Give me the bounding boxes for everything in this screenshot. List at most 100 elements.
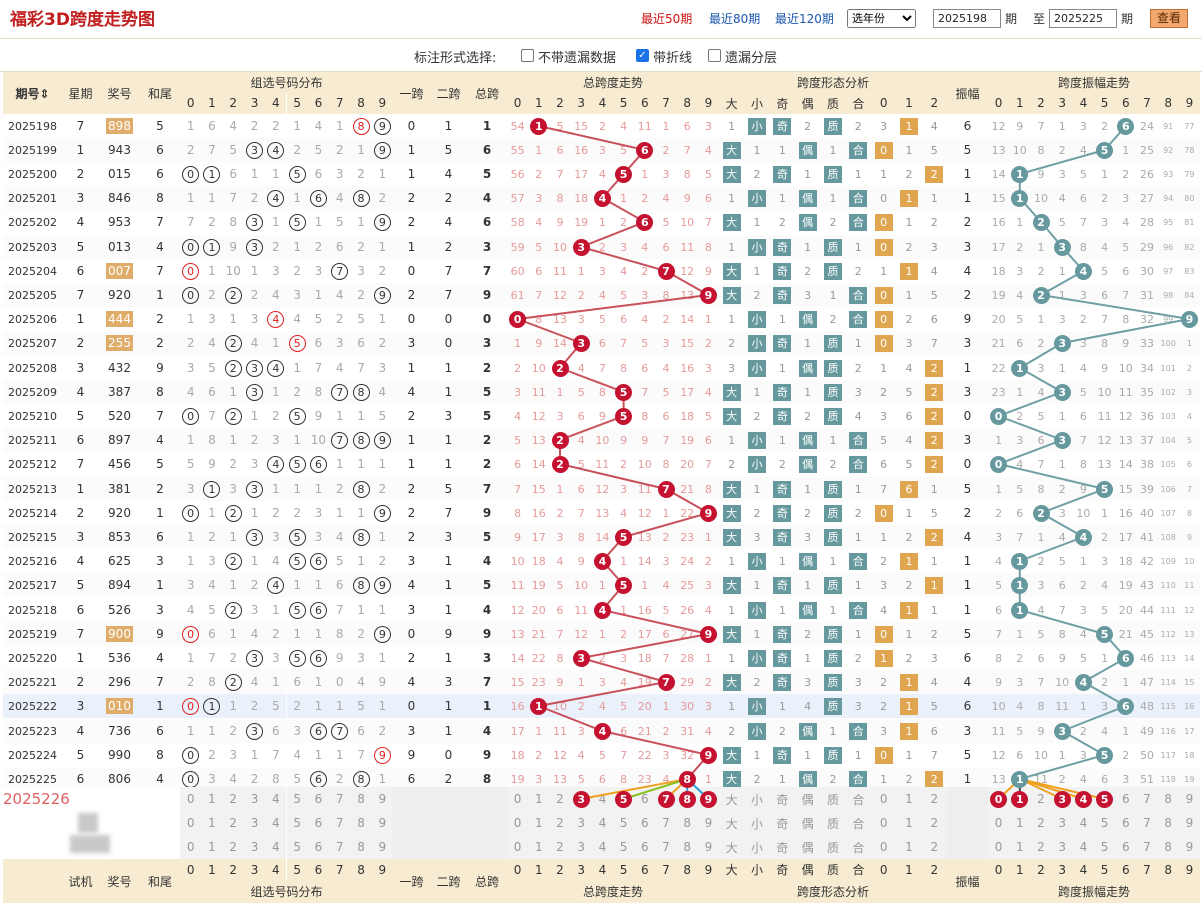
group-digit-cell: 1	[329, 743, 351, 767]
nav-recent-80[interactable]: 最近80期	[709, 12, 761, 26]
trend-cell: 3	[655, 743, 677, 767]
predict-amp-ball[interactable]: 4	[1074, 790, 1092, 808]
amp-trend-cell: 6	[1009, 331, 1031, 355]
footer-prize-header: 奖号	[99, 859, 140, 903]
group-digit-cell: 8	[350, 573, 372, 597]
trend-cell: 7	[549, 162, 571, 186]
shape-cell: 1	[769, 549, 795, 573]
trend-cell: 8	[591, 380, 613, 404]
weekday-cell: 6	[62, 428, 99, 452]
shape-cell: 5	[921, 283, 947, 307]
weekday-cell: 2	[62, 670, 99, 694]
group-digit-cell: 2	[222, 331, 244, 355]
group-digit-cell: 1	[307, 694, 330, 718]
group-digit-cell: 4	[371, 380, 393, 404]
trend-cell: 4	[613, 259, 635, 283]
predict-trend-ball[interactable]: 8	[678, 790, 696, 808]
predict-blank	[947, 811, 988, 835]
shape-cell: 合	[845, 186, 871, 210]
amp-trend-cell: 45	[1136, 622, 1158, 646]
polyline-checkbox[interactable]: ✓	[636, 49, 649, 62]
shape-cell: 3	[870, 114, 897, 138]
predict-amp-ball[interactable]: 5	[1096, 790, 1114, 808]
amp-trend-cell: 17	[1115, 525, 1137, 549]
group-value: 3	[314, 506, 323, 520]
shape-cell: 1	[820, 428, 846, 452]
shape-cell: 偶	[794, 186, 821, 210]
group-value: 9	[314, 409, 323, 423]
shape-value: 大	[722, 383, 741, 401]
nav-recent-120[interactable]: 最近120期	[775, 12, 834, 26]
predict-trend-ball[interactable]: 9	[699, 790, 717, 808]
group-value: 2	[224, 601, 242, 619]
no-missing-checkbox[interactable]	[521, 49, 534, 62]
trend-cell: 3	[613, 646, 635, 670]
group-value: 1	[335, 119, 344, 133]
group-digit-cell: 2	[286, 259, 308, 283]
footer-trend-digit: 8	[676, 859, 698, 880]
shape-value: 奇	[773, 480, 792, 498]
predict-amp-ball[interactable]: 3	[1053, 790, 1071, 808]
trend-cell: 9	[549, 210, 571, 234]
group-value: 7	[314, 361, 323, 375]
predict-amp-ball[interactable]: 1	[1011, 790, 1029, 808]
view-button[interactable]: 查看	[1150, 9, 1188, 28]
from-period-input[interactable]: 2025198	[933, 9, 1001, 28]
amp-trend-cell: 81	[1178, 210, 1200, 234]
shape-sub-header: 小	[744, 92, 770, 114]
shape-cell: 奇	[769, 501, 795, 525]
trend-cell: 13	[591, 501, 613, 525]
group-value: 2	[293, 699, 301, 713]
predict-amp-ball[interactable]: 0	[990, 790, 1008, 808]
nav-recent-50[interactable]: 最近50期	[641, 12, 693, 26]
group-digit-cell: 5	[201, 356, 223, 380]
group-value: 7	[208, 143, 216, 157]
group-digit-cell: 6	[329, 235, 351, 259]
layer-checkbox[interactable]	[708, 49, 721, 62]
group-digit-cell: 2	[201, 210, 223, 234]
group-value: 2	[208, 530, 216, 544]
trend-cell: 7	[613, 331, 635, 355]
predict-amp-digit: 3	[1051, 811, 1073, 835]
trend-digit-header: 5	[613, 92, 635, 114]
kua1-cell: 2	[393, 283, 430, 307]
shape-cell: 3	[896, 331, 922, 355]
group-digit-cell: 4	[265, 283, 287, 307]
year-select[interactable]: 选年份	[847, 9, 916, 28]
amp-trend-cell: 3	[1051, 162, 1073, 186]
weekday-cell: 1	[62, 307, 99, 331]
group-digit-cell: 2	[286, 380, 308, 404]
shape-cell: 1	[845, 525, 871, 549]
footer-shape-sub: 小	[744, 859, 770, 880]
predict-trend-ball[interactable]: 3	[572, 790, 590, 808]
trend-cell: 2	[528, 162, 550, 186]
to-period-input[interactable]: 2025225	[1049, 9, 1117, 28]
predict-trend-ball[interactable]: 5	[615, 790, 633, 808]
amp-cell: 4	[947, 670, 988, 694]
group-digit-cell: 2	[180, 331, 202, 355]
shape-cell: 奇	[769, 670, 795, 694]
predict-group-digit: 8	[350, 787, 372, 811]
shape-cell: 偶	[794, 452, 821, 476]
trend-cell: 18	[528, 549, 550, 573]
amp-trend-cell: 2	[1094, 525, 1116, 549]
shape-cell: 2	[921, 404, 947, 428]
group-value: 4	[267, 455, 285, 473]
shape-cell: 质	[820, 622, 846, 646]
group-digit-cell: 1	[371, 767, 393, 791]
amp-digit-header: 0	[988, 92, 1010, 114]
group-digit-cell: 0	[180, 694, 202, 718]
predict-shape: 奇	[769, 835, 795, 859]
predict-trend-ball[interactable]: 7	[657, 790, 675, 808]
predict-amp-digit: 4	[1072, 835, 1094, 859]
shape-cell: 3	[794, 525, 821, 549]
group-value: 2	[208, 748, 216, 762]
trend-cell: 15	[570, 114, 592, 138]
footer-trend-digit: 1	[528, 859, 550, 880]
trend-cell: 2	[634, 186, 656, 210]
group-digit-cell: 3	[201, 549, 223, 573]
shape-cell: 2	[719, 719, 745, 743]
shape-cell: 1	[719, 186, 745, 210]
shape-value: 1	[899, 189, 918, 207]
shape-value: 质	[823, 383, 842, 401]
